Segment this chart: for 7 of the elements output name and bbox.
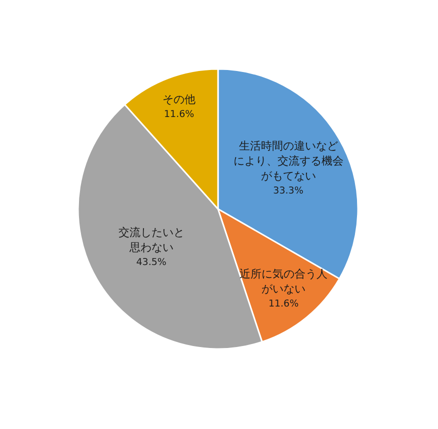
slice-label: 生活時間の違いなどにより、交流する機会がもてない: [233, 139, 344, 182]
data-label: 33.3%: [273, 185, 304, 196]
data-label: 11.6%: [268, 298, 299, 310]
data-label: 11.6%: [164, 108, 194, 120]
data-label: 43.5%: [136, 257, 166, 268]
slice-label: その他: [162, 92, 196, 106]
slice-label: 交流したいと思わない: [118, 226, 184, 254]
